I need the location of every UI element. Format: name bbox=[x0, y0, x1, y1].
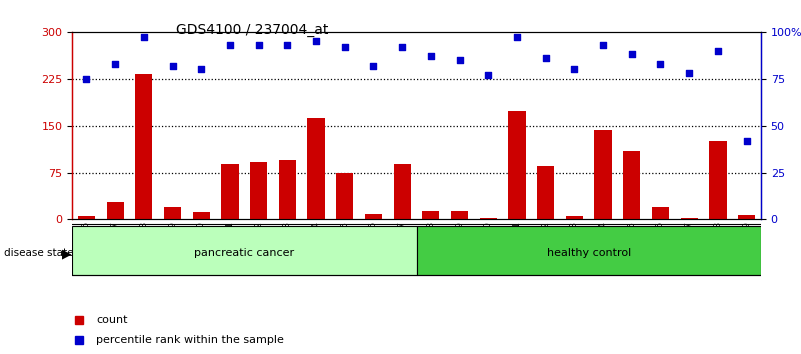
Bar bbox=[72, 226, 417, 275]
Bar bbox=[451, 211, 468, 219]
Text: ▶: ▶ bbox=[62, 247, 71, 260]
Text: GSM356804: GSM356804 bbox=[312, 221, 320, 272]
Text: GSM356813: GSM356813 bbox=[570, 221, 579, 272]
Text: GSM356807: GSM356807 bbox=[397, 221, 407, 272]
Point bbox=[510, 35, 523, 40]
Point bbox=[682, 70, 695, 76]
Bar bbox=[509, 111, 525, 219]
Bar bbox=[537, 166, 554, 219]
Point bbox=[568, 67, 581, 72]
Text: healthy control: healthy control bbox=[546, 248, 631, 258]
Point bbox=[453, 57, 466, 63]
Bar bbox=[393, 165, 411, 219]
Bar bbox=[652, 207, 669, 219]
Point bbox=[338, 44, 351, 50]
Bar bbox=[78, 216, 95, 219]
Text: GSM356802: GSM356802 bbox=[254, 221, 264, 272]
Text: GSM356815: GSM356815 bbox=[627, 221, 636, 272]
Point bbox=[482, 72, 495, 78]
Point bbox=[539, 55, 552, 61]
Bar bbox=[480, 218, 497, 219]
Text: percentile rank within the sample: percentile rank within the sample bbox=[96, 335, 284, 345]
Bar bbox=[107, 202, 123, 219]
Bar bbox=[681, 218, 698, 219]
Text: GSM356816: GSM356816 bbox=[656, 221, 665, 272]
Bar bbox=[417, 226, 761, 275]
Bar bbox=[594, 130, 612, 219]
Bar bbox=[709, 141, 727, 219]
Bar bbox=[250, 162, 268, 219]
Bar bbox=[336, 172, 353, 219]
Bar bbox=[135, 74, 152, 219]
Point bbox=[166, 63, 179, 68]
Text: count: count bbox=[96, 315, 127, 325]
Point bbox=[138, 35, 151, 40]
Bar bbox=[221, 165, 239, 219]
Point bbox=[740, 138, 753, 143]
Bar bbox=[364, 215, 382, 219]
Text: GSM356799: GSM356799 bbox=[168, 221, 177, 272]
Text: GSM356812: GSM356812 bbox=[541, 221, 550, 272]
Point bbox=[367, 63, 380, 68]
Bar bbox=[164, 207, 181, 219]
Text: GSM356808: GSM356808 bbox=[426, 221, 436, 272]
Point bbox=[711, 48, 724, 53]
Point bbox=[396, 44, 409, 50]
Point bbox=[109, 61, 122, 67]
Point bbox=[252, 42, 265, 48]
Text: GSM356805: GSM356805 bbox=[340, 221, 349, 272]
Text: GSM356818: GSM356818 bbox=[714, 221, 723, 272]
Point bbox=[281, 42, 294, 48]
Point bbox=[597, 42, 610, 48]
Text: GSM356809: GSM356809 bbox=[455, 221, 464, 272]
Point bbox=[223, 42, 236, 48]
Text: GSM356798: GSM356798 bbox=[139, 221, 148, 272]
Point bbox=[626, 52, 638, 57]
Bar bbox=[566, 216, 583, 219]
Point bbox=[425, 53, 437, 59]
Text: GSM356811: GSM356811 bbox=[513, 221, 521, 272]
Text: GSM356801: GSM356801 bbox=[225, 221, 235, 272]
Text: GSM356817: GSM356817 bbox=[685, 221, 694, 272]
Text: GSM356800: GSM356800 bbox=[197, 221, 206, 272]
Text: pancreatic cancer: pancreatic cancer bbox=[194, 248, 294, 258]
Text: GSM356806: GSM356806 bbox=[369, 221, 378, 272]
Bar bbox=[279, 160, 296, 219]
Bar bbox=[192, 212, 210, 219]
Text: GSM356810: GSM356810 bbox=[484, 221, 493, 272]
Point bbox=[654, 61, 667, 67]
Text: GSM356814: GSM356814 bbox=[598, 221, 608, 272]
Text: GSM356819: GSM356819 bbox=[742, 221, 751, 272]
Bar bbox=[422, 211, 440, 219]
Bar bbox=[738, 215, 755, 219]
Text: GSM356797: GSM356797 bbox=[111, 221, 119, 272]
Text: disease state: disease state bbox=[4, 248, 74, 258]
Point bbox=[80, 76, 93, 81]
Bar bbox=[308, 118, 324, 219]
Text: GSM356796: GSM356796 bbox=[82, 221, 91, 272]
Bar bbox=[623, 151, 640, 219]
Text: GSM356803: GSM356803 bbox=[283, 221, 292, 272]
Point bbox=[195, 67, 207, 72]
Text: GDS4100 / 237004_at: GDS4100 / 237004_at bbox=[176, 23, 328, 37]
Point bbox=[310, 38, 323, 44]
